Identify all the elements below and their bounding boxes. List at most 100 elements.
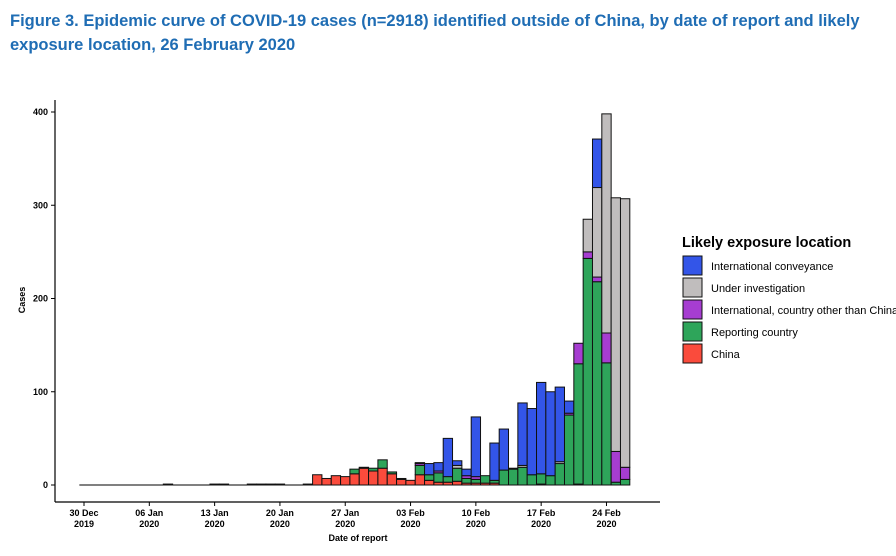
bar-segment-china	[265, 483, 276, 486]
x-tick-label: 30 Dec	[69, 508, 98, 518]
legend-key	[682, 343, 703, 364]
bar-segment-reporting-country	[461, 477, 472, 484]
bar-segment-reporting-country	[536, 473, 547, 485]
y-tick-label: 200	[33, 294, 48, 304]
bar-segment-china	[424, 479, 435, 486]
bar-segment-international-conveyance	[563, 400, 575, 414]
figure-title: Figure 3. Epidemic curve of COVID-19 cas…	[10, 12, 860, 54]
x-tick-label: 10 Feb	[462, 508, 491, 518]
x-axis-label: Date of report	[328, 533, 387, 543]
bar-segment-international-country-other-than-china	[610, 450, 621, 483]
bar-segment-reporting-country	[349, 468, 360, 475]
bar-segment-reporting-country	[396, 477, 407, 480]
bar-segment-reporting-country	[386, 471, 398, 475]
bar-segment-under-investigation	[619, 198, 631, 468]
bar-segment-reporting-country	[452, 467, 463, 482]
bar-segment-china	[274, 483, 286, 486]
x-tick-year: 2020	[531, 519, 551, 529]
bar-segment-china	[162, 483, 174, 486]
y-tick-label: 100	[33, 387, 48, 397]
bar-segment-international-country-other-than-china	[582, 251, 593, 259]
bar-segment-reporting-country	[433, 472, 444, 483]
bar-segment-china	[386, 473, 398, 486]
x-tick-label: 20 Jan	[266, 508, 294, 518]
bar-segment-under-investigation	[591, 187, 603, 278]
legend-label: Under investigation	[711, 283, 805, 295]
bar-segment-reporting-country	[601, 362, 612, 486]
bar-segment-china	[256, 483, 267, 486]
bar-segment-international-conveyance	[461, 468, 472, 477]
legend-key	[682, 321, 703, 342]
bar-segment-international-conveyance	[424, 463, 435, 476]
x-tick-year: 2020	[335, 519, 355, 529]
legend-key	[682, 277, 703, 298]
bar-segment-reporting-country	[508, 468, 519, 486]
x-tick-year: 2020	[205, 519, 225, 529]
bar-segment-china	[414, 474, 426, 486]
y-axis-label: Cases	[17, 287, 27, 314]
bar-segment-reporting-country	[573, 363, 584, 485]
bars-layer	[79, 113, 631, 486]
bar-segment-china	[349, 473, 360, 486]
x-tick-year: 2020	[139, 519, 159, 529]
bar-segment-china	[312, 474, 323, 486]
bar-segment-reporting-country	[591, 281, 603, 486]
bar-segment-under-investigation	[414, 462, 426, 465]
y-tick-label: 300	[33, 200, 48, 210]
bar-segment-china	[358, 467, 370, 486]
bar-segment-reporting-country	[480, 475, 491, 484]
x-tick-label: 24 Feb	[592, 508, 621, 518]
bar-segment-reporting-country	[442, 476, 454, 483]
x-tick-label: 17 Feb	[527, 508, 556, 518]
bar-segment-china	[377, 467, 388, 486]
bar-segment-reporting-country	[470, 478, 482, 484]
x-tick-label: 03 Feb	[396, 508, 425, 518]
bar-segment-reporting-country	[563, 414, 575, 486]
bar-segment-china	[302, 483, 314, 486]
legend-title: Likely exposure location	[682, 235, 851, 251]
bar-segment-china	[405, 479, 416, 486]
bar-segment-reporting-country	[414, 464, 426, 476]
bar-segment-china	[396, 478, 407, 486]
bar-segment-international-conveyance	[591, 138, 603, 189]
bar-segment-reporting-country	[554, 463, 565, 486]
bar-segment-international-country-other-than-china	[591, 276, 603, 283]
bar-segment-international-conveyance	[526, 408, 538, 476]
legend-label: China	[711, 349, 741, 361]
bar-segment-international-conveyance	[508, 467, 519, 470]
x-tick-year: 2020	[270, 519, 290, 529]
bar-segment-international-country-other-than-china	[601, 332, 612, 364]
legend: International conveyance Under investigat…	[682, 255, 896, 364]
x-tick-label: 13 Jan	[201, 508, 229, 518]
bar-segment-china	[246, 483, 258, 486]
x-tick-year: 2020	[596, 519, 616, 529]
bar-segment-under-investigation	[610, 197, 621, 452]
bar-segment-reporting-country	[517, 466, 528, 486]
x-tick-label: 06 Jan	[135, 508, 163, 518]
bar-segment-china	[321, 477, 332, 486]
bar-segment-international-conveyance	[536, 381, 547, 475]
bar-segment-reporting-country	[498, 469, 510, 486]
x-tick-year: 2020	[401, 519, 421, 529]
bar-segment-china	[368, 470, 379, 486]
bar-segment-international-country-other-than-china	[573, 342, 584, 365]
bar-segment-china	[218, 483, 230, 486]
bar-segment-international-conveyance	[489, 442, 500, 481]
bar-segment-reporting-country	[358, 466, 370, 469]
bar-segment-under-investigation	[582, 218, 593, 253]
bar-segment-reporting-country	[424, 474, 435, 481]
x-tick-year: 2020	[466, 519, 486, 529]
bar-segment-international-country-other-than-china	[619, 466, 631, 480]
bar-segment-reporting-country	[619, 478, 631, 486]
legend-label: International conveyance	[711, 261, 833, 273]
legend-key	[682, 299, 703, 320]
x-tick-label: 27 Jan	[331, 508, 359, 518]
bar-segment-china	[452, 480, 463, 486]
bar-segment-international-conveyance	[554, 386, 565, 463]
y-tick-label: 400	[33, 107, 48, 117]
legend-label: Reporting country	[711, 327, 798, 339]
legend-key	[682, 255, 703, 276]
x-tick-year: 2019	[74, 519, 94, 529]
bar-segment-under-investigation	[601, 113, 612, 334]
